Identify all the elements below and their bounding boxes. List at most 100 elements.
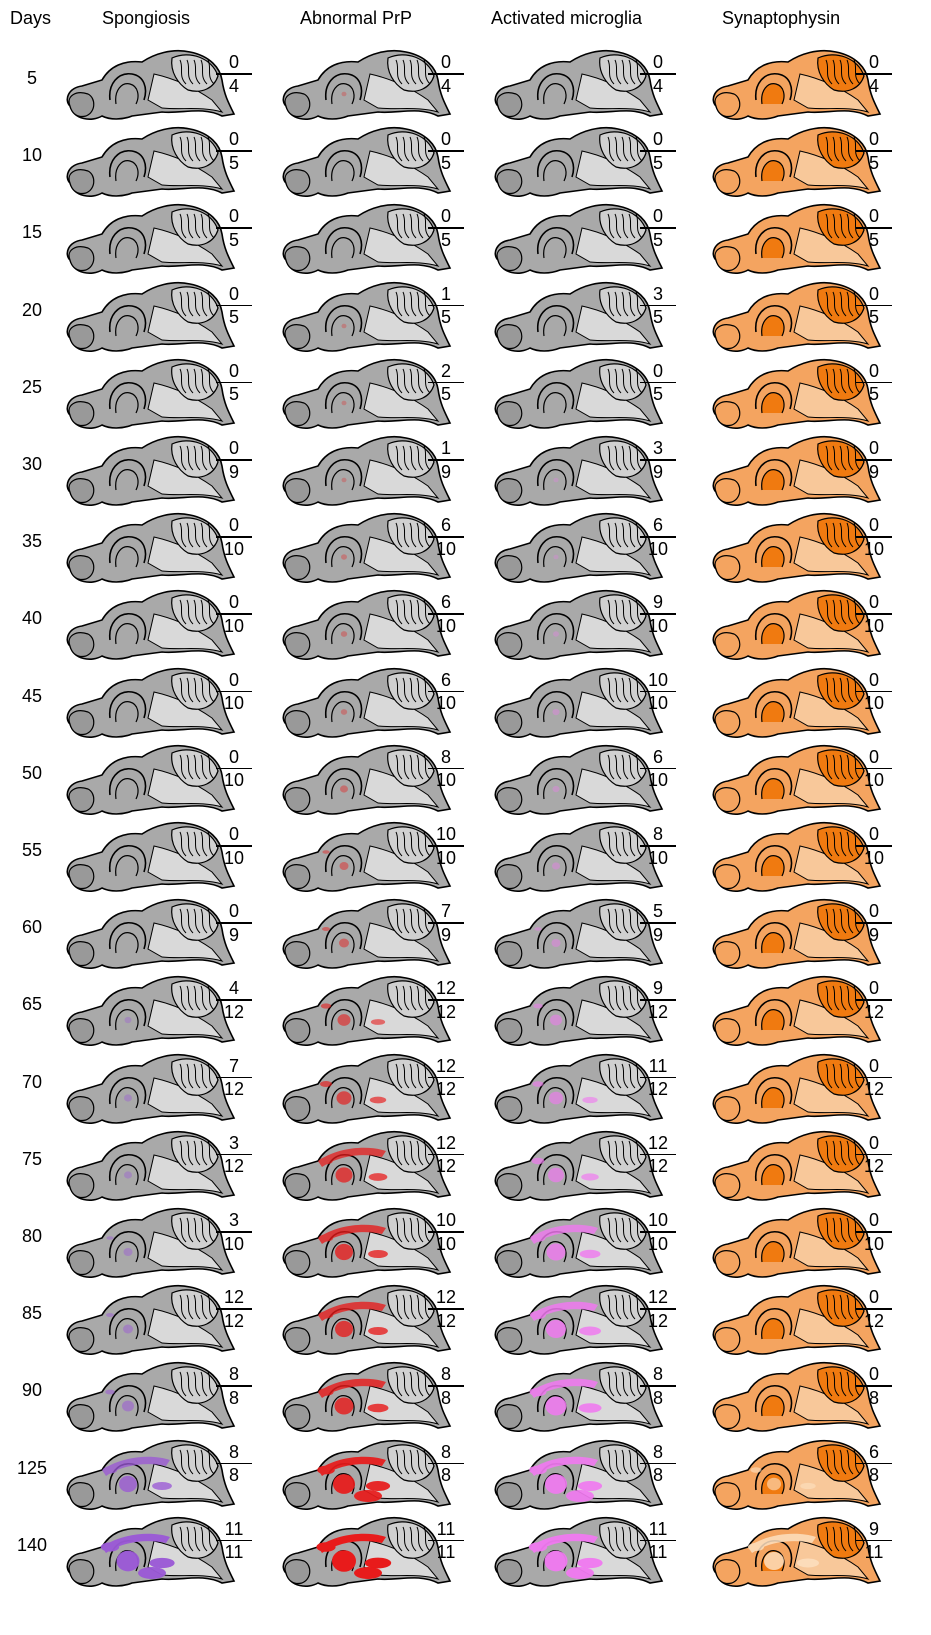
numerator: 0	[228, 360, 239, 381]
fraction-bar	[856, 536, 892, 538]
fraction-bar	[856, 1539, 892, 1542]
denominator: 10	[863, 693, 885, 714]
denominator: 10	[435, 693, 457, 714]
activated-microglia-fraction: 9 10	[638, 592, 678, 636]
numerator: 8	[440, 746, 451, 767]
denominator: 5	[228, 152, 239, 173]
denominator: 12	[435, 1001, 457, 1022]
numerator: 1	[440, 283, 451, 304]
day-label: 20	[21, 299, 43, 320]
denominator: 5	[228, 307, 239, 328]
fraction-bar	[428, 999, 464, 1001]
synaptophysin-fraction: 0 10	[854, 1210, 894, 1254]
numerator: 12	[647, 1287, 669, 1308]
denominator: 8	[652, 1465, 663, 1486]
fraction-bar	[856, 767, 892, 770]
numerator: 6	[652, 515, 663, 536]
numerator: 0	[440, 129, 451, 150]
denominator: 10	[435, 770, 457, 791]
fraction-bar	[428, 1153, 464, 1156]
numerator: 10	[435, 824, 457, 844]
fraction-bar	[856, 1308, 892, 1310]
denominator: 9	[868, 461, 879, 482]
denominator: 12	[863, 1310, 885, 1331]
fraction-bar	[856, 150, 892, 152]
synaptophysin-brain-diagram	[712, 513, 882, 584]
numerator: 10	[647, 1210, 669, 1230]
activated-microglia-brain-diagram	[494, 744, 664, 815]
spongiosis-fraction: 3 10	[214, 1210, 254, 1254]
day-label: 40	[21, 608, 43, 629]
fraction-bar	[640, 150, 676, 152]
fraction-bar	[856, 922, 892, 924]
abnormal-prp-fraction: 12 12	[426, 1056, 466, 1099]
numerator: 9	[652, 592, 663, 613]
numerator: 6	[868, 1441, 879, 1462]
fraction-bar	[640, 1076, 676, 1079]
synaptophysin-brain-diagram	[712, 127, 882, 198]
synaptophysin-fraction: 0 10	[854, 747, 894, 790]
abnormal-prp-brain-diagram	[282, 899, 452, 970]
synaptophysin-brain-diagram	[712, 899, 882, 970]
spongiosis-brain-diagram	[66, 1362, 236, 1433]
activated-microglia-fraction: 9 12	[638, 978, 678, 1022]
activated-microglia-fraction: 10 10	[638, 670, 678, 713]
numerator: 11	[436, 1518, 456, 1539]
denominator: 5	[440, 152, 451, 173]
denominator: 5	[652, 384, 663, 405]
header-synaptophysin: Synaptophysin	[722, 8, 841, 28]
denominator: 12	[223, 1156, 245, 1177]
abnormal-prp-brain-diagram	[282, 1362, 452, 1433]
denominator: 10	[863, 1233, 885, 1254]
fraction-bar	[216, 1539, 252, 1542]
activated-microglia-brain-diagram	[494, 1285, 664, 1356]
numerator: 12	[223, 1287, 245, 1308]
numerator: 11	[224, 1518, 244, 1539]
fraction-bar	[428, 1231, 464, 1233]
numerator: 0	[868, 592, 879, 613]
numerator: 0	[868, 1132, 879, 1153]
fraction-bar	[216, 1153, 252, 1156]
denominator: 12	[863, 1001, 885, 1022]
denominator: 5	[868, 307, 879, 328]
denominator: 12	[647, 1156, 669, 1177]
numerator: 0	[652, 206, 663, 227]
fraction-bar	[640, 227, 676, 229]
denominator: 10	[647, 847, 669, 868]
denominator: 10	[223, 693, 245, 714]
numerator: 6	[440, 592, 451, 613]
fraction-bar	[640, 536, 676, 538]
fraction-bar	[216, 150, 252, 152]
numerator: 0	[868, 438, 879, 458]
day-label: 85	[21, 1303, 43, 1324]
activated-microglia-brain-diagram	[494, 1516, 664, 1587]
denominator: 4	[652, 75, 663, 96]
numerator: 0	[228, 669, 239, 690]
activated-microglia-brain-diagram	[494, 667, 664, 738]
spongiosis-fraction: 0 10	[214, 747, 254, 790]
fraction-bar	[428, 150, 464, 152]
abnormal-prp-brain-diagram	[282, 590, 452, 661]
activated-microglia-brain-diagram	[494, 1362, 664, 1433]
header-spongiosis: Spongiosis	[102, 8, 191, 28]
activated-microglia-brain-diagram	[494, 1207, 664, 1278]
denominator: 5	[652, 307, 663, 328]
activated-microglia-brain-diagram	[494, 590, 664, 661]
denominator: 10	[223, 847, 245, 868]
synaptophysin-brain-diagram	[712, 435, 882, 506]
fraction-bar	[640, 613, 676, 615]
synaptophysin-brain-diagram	[712, 1053, 882, 1124]
spongiosis-fraction: 3 12	[214, 1133, 254, 1177]
denominator: 10	[223, 538, 245, 559]
spongiosis-brain-diagram	[66, 976, 236, 1047]
